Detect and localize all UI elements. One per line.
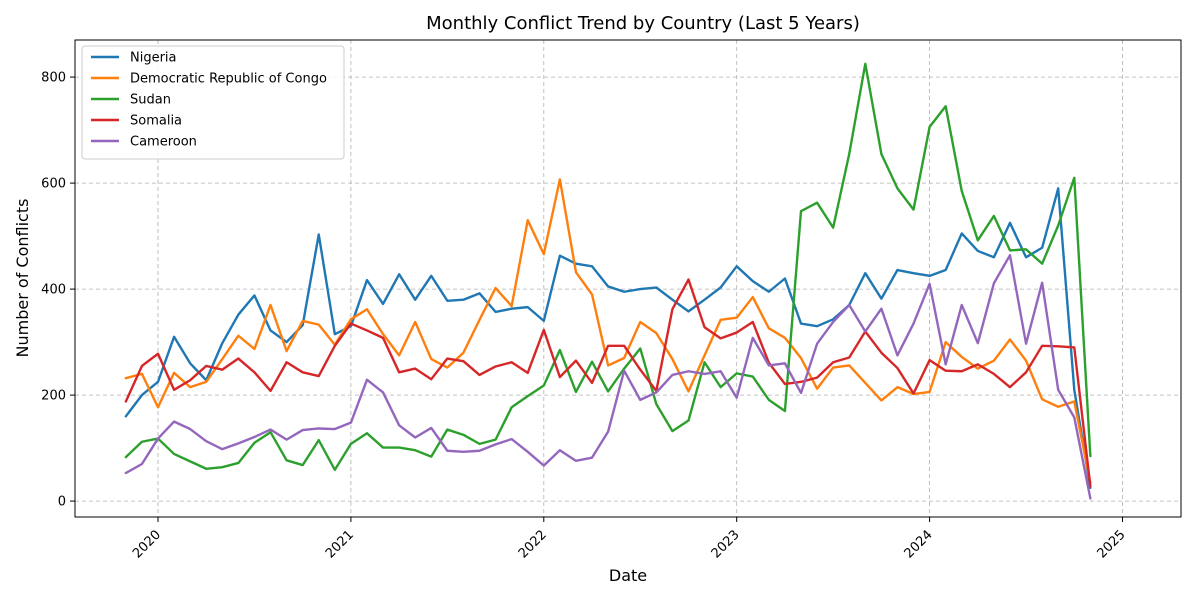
y-tick-label: 800 (41, 71, 66, 86)
series-line-democratic-republic-of-congo (124, 178, 1092, 484)
y-tick-label: 400 (41, 283, 66, 298)
chart-title: Monthly Conflict Trend by Country (Last … (426, 13, 860, 34)
series-line-cameroon (124, 253, 1092, 500)
legend-label: Democratic Republic of Congo (130, 72, 327, 87)
legend: Nigeria Democratic Republic of Congo Sudan… (81, 45, 345, 160)
series-layer (124, 62, 1092, 500)
plot-frame (74, 39, 1182, 518)
series-line-somalia (124, 278, 1092, 488)
y-axis: 0 200 400 600 800 (41, 71, 75, 510)
legend-box (81, 45, 345, 160)
y-tick-label: 0 (58, 495, 66, 510)
y-tick-label: 600 (41, 177, 66, 192)
y-axis-label: Number of Conflicts (13, 199, 32, 358)
legend-label: Sudan (130, 93, 171, 108)
legend-label: Cameroon (130, 135, 197, 150)
series-line-sudan (124, 62, 1092, 472)
series-line-nigeria (124, 187, 1092, 490)
x-axis-label: Date (609, 566, 647, 585)
legend-label: Nigeria (130, 51, 177, 66)
y-tick-label: 200 (41, 389, 66, 404)
legend-label: Somalia (130, 114, 182, 129)
